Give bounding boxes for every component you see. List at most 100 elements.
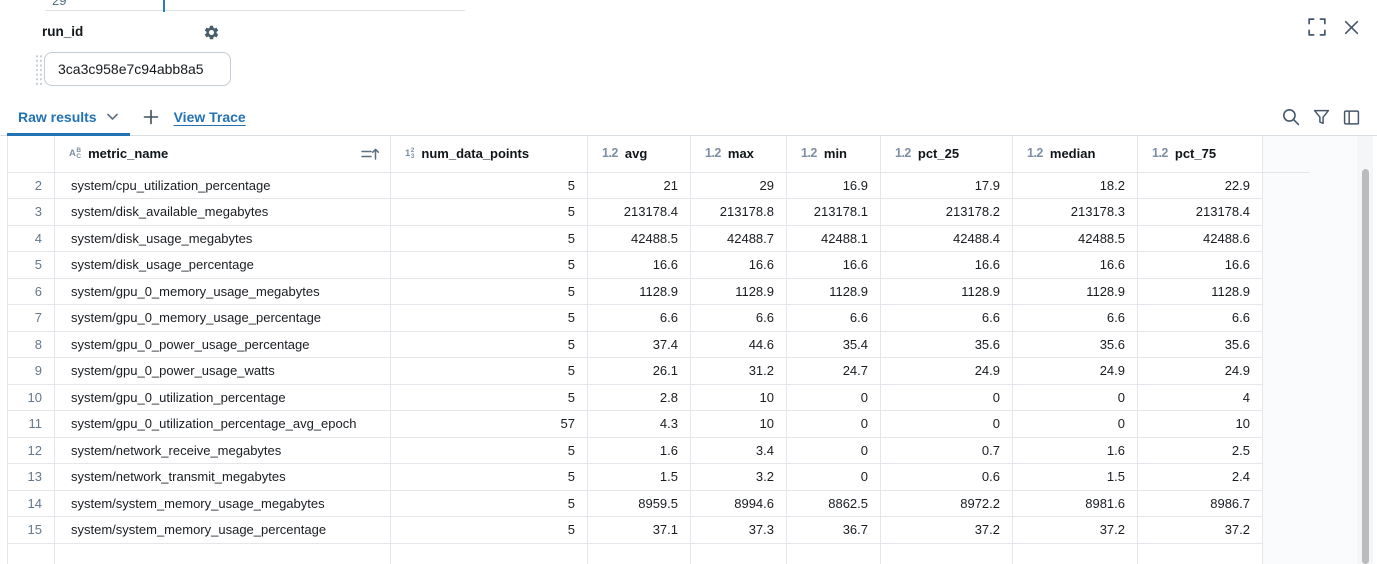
cell-pct_25[interactable]: 0.6 [880,463,1013,491]
row-number[interactable]: 10 [7,383,55,411]
search-icon[interactable] [1282,108,1300,126]
cell-min[interactable]: 0 [786,436,881,464]
cell-median[interactable]: 42488.5 [1012,224,1138,252]
cell-pct_75[interactable]: 35.6 [1137,330,1263,358]
cell-median[interactable]: 8981.6 [1012,489,1138,517]
cell-avg[interactable]: 42488.5 [587,224,691,252]
cell-pct_75[interactable]: 8986.7 [1137,489,1263,517]
cell-max[interactable]: 16.6 [690,251,787,279]
cell-pct_75[interactable]: 2.4 [1137,463,1263,491]
cell-metric_name[interactable]: system/gpu_0_utilization_percentage_avg_… [54,410,391,438]
cell-avg[interactable]: 1128.9 [587,277,691,305]
cell-num_data_points[interactable]: 5 [390,171,588,199]
row-number[interactable]: 15 [7,516,55,544]
cell-min[interactable]: 0 [786,463,881,491]
cell-pct_75[interactable]: 2.5 [1137,436,1263,464]
cell-metric_name[interactable]: system/network_transmit_megabytes [54,463,391,491]
side-panel-icon[interactable] [1343,109,1360,126]
drag-handle[interactable] [35,54,43,86]
cell-max[interactable]: 8994.6 [690,489,787,517]
cell-pct_25[interactable] [880,542,1013,564]
column-header-num_data_points[interactable]: 1 2 3 num_data_points [390,136,588,173]
cell-pct_75[interactable]: 16.6 [1137,251,1263,279]
column-header-pct_75[interactable]: 1.2 pct_75 [1137,136,1263,173]
cell-metric_name[interactable]: system/system_memory_usage_megabytes [54,489,391,517]
column-header-min[interactable]: 1.2 min [786,136,881,173]
cell-avg[interactable]: 26.1 [587,357,691,385]
row-number[interactable]: 14 [7,489,55,517]
cell-num_data_points[interactable]: 5 [390,251,588,279]
cell-max[interactable] [690,542,787,564]
row-number[interactable]: 8 [7,330,55,358]
cell-min[interactable] [786,542,881,564]
cell-pct_75[interactable]: 24.9 [1137,357,1263,385]
cell-pct_25[interactable]: 0 [880,410,1013,438]
cell-max[interactable]: 213178.8 [690,198,787,226]
row-number[interactable]: 6 [7,277,55,305]
cell-pct_75[interactable]: 1128.9 [1137,277,1263,305]
cell-median[interactable]: 0 [1012,410,1138,438]
cell-num_data_points[interactable]: 5 [390,224,588,252]
cell-max[interactable]: 3.2 [690,463,787,491]
cell-pct_25[interactable]: 16.6 [880,251,1013,279]
cell-median[interactable] [1012,542,1138,564]
row-number[interactable]: 5 [7,251,55,279]
cell-max[interactable]: 42488.7 [690,224,787,252]
cell-metric_name[interactable]: system/disk_usage_megabytes [54,224,391,252]
cell-pct_25[interactable]: 1128.9 [880,277,1013,305]
cell-max[interactable]: 10 [690,383,787,411]
cell-median[interactable]: 0 [1012,383,1138,411]
cell-metric_name[interactable] [54,542,391,564]
cell-num_data_points[interactable]: 5 [390,357,588,385]
cell-median[interactable]: 35.6 [1012,330,1138,358]
cell-max[interactable]: 1128.9 [690,277,787,305]
row-number[interactable]: 12 [7,436,55,464]
cell-num_data_points[interactable]: 5 [390,436,588,464]
cell-avg[interactable]: 37.4 [587,330,691,358]
cell-max[interactable]: 31.2 [690,357,787,385]
cell-max[interactable]: 29 [690,171,787,199]
cell-pct_75[interactable]: 4 [1137,383,1263,411]
cell-avg[interactable]: 1.5 [587,463,691,491]
column-header-pct_25[interactable]: 1.2 pct_25 [880,136,1013,173]
cell-median[interactable]: 1.5 [1012,463,1138,491]
cell-num_data_points[interactable]: 5 [390,277,588,305]
cell-avg[interactable]: 2.8 [587,383,691,411]
column-header-avg[interactable]: 1.2 avg [587,136,691,173]
cell-metric_name[interactable]: system/cpu_utilization_percentage [54,171,391,199]
column-header-metric_name[interactable]: A B C metric_name [54,136,391,173]
cell-min[interactable]: 0 [786,383,881,411]
cell-pct_75[interactable]: 6.6 [1137,304,1263,332]
cell-median[interactable]: 37.2 [1012,516,1138,544]
cell-min[interactable]: 35.4 [786,330,881,358]
cell-metric_name[interactable]: system/disk_usage_percentage [54,251,391,279]
cell-pct_75[interactable]: 37.2 [1137,516,1263,544]
cell-pct_25[interactable]: 0 [880,383,1013,411]
cell-metric_name[interactable]: system/gpu_0_power_usage_percentage [54,330,391,358]
cell-metric_name[interactable]: system/gpu_0_memory_usage_percentage [54,304,391,332]
cell-max[interactable]: 10 [690,410,787,438]
cell-pct_75[interactable]: 42488.6 [1137,224,1263,252]
row-number[interactable]: 2 [7,171,55,199]
cell-min[interactable]: 213178.1 [786,198,881,226]
cell-pct_25[interactable]: 37.2 [880,516,1013,544]
cell-num_data_points[interactable]: 5 [390,330,588,358]
cell-min[interactable]: 42488.1 [786,224,881,252]
cell-min[interactable]: 24.7 [786,357,881,385]
cell-pct_25[interactable]: 35.6 [880,330,1013,358]
cell-min[interactable]: 16.9 [786,171,881,199]
cell-metric_name[interactable]: system/system_memory_usage_percentage [54,516,391,544]
cell-pct_25[interactable]: 213178.2 [880,198,1013,226]
row-number[interactable] [7,542,55,564]
row-number[interactable]: 7 [7,304,55,332]
expand-icon[interactable] [1308,18,1326,36]
cell-num_data_points[interactable]: 5 [390,304,588,332]
row-number[interactable]: 3 [7,198,55,226]
cell-avg[interactable]: 6.6 [587,304,691,332]
cell-median[interactable]: 18.2 [1012,171,1138,199]
cell-metric_name[interactable]: system/gpu_0_memory_usage_megabytes [54,277,391,305]
cell-num_data_points[interactable]: 5 [390,463,588,491]
cell-avg[interactable]: 213178.4 [587,198,691,226]
cell-pct_75[interactable]: 22.9 [1137,171,1263,199]
view-trace-link[interactable]: View Trace [173,109,246,125]
